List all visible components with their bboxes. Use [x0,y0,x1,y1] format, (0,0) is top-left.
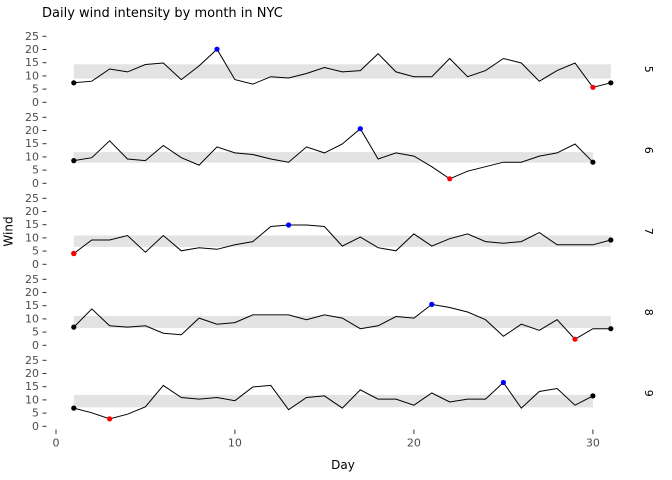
facet-strip-label: 9 [642,390,655,397]
endpoint [71,158,77,164]
endpoint [608,237,614,243]
y-tick-label: 5 [32,83,39,96]
y-tick-label: 0 [32,420,39,433]
y-tick-label: 0 [32,258,39,271]
y-tick-label: 10 [25,393,39,406]
y-tick-label: 10 [25,231,39,244]
y-tick-label: 5 [32,164,39,177]
y-tick-label: 10 [25,312,39,325]
y-tick-label: 20 [25,286,39,299]
y-tick-label: 5 [32,326,39,339]
max-point [286,222,292,228]
y-tick-label: 15 [25,218,39,231]
y-tick-label: 20 [25,367,39,380]
y-tick-label: 20 [25,205,39,218]
wind-line [73,381,594,420]
max-point [357,126,363,132]
wind-line [73,48,611,88]
y-tick-label: 15 [25,380,39,393]
facet-strip-label: 7 [642,228,655,235]
endpoint [608,80,614,86]
endpoint [590,393,596,399]
y-tick-label: 0 [32,177,39,190]
iqr-band [73,316,611,329]
endpoint [608,326,614,332]
min-point [572,336,578,342]
x-axis-label: Day [331,458,355,472]
chart-title: Daily wind intensity by month in NYC [42,6,283,21]
endpoint [71,80,77,86]
y-tick-label: 20 [25,124,39,137]
y-tick-label: 25 [25,354,39,367]
y-tick-label: 5 [32,245,39,258]
endpoint [590,159,596,165]
wind-line [73,224,611,254]
y-tick-label: 25 [25,273,39,286]
facet-strip-label: 6 [642,147,655,154]
iqr-band [73,235,611,247]
x-tick-label: 0 [53,437,60,450]
y-tick-label: 25 [25,111,39,124]
min-point [590,84,596,90]
facet-strip-label: 5 [642,66,655,73]
y-tick-label: 10 [25,69,39,82]
x-tick-label: 20 [407,437,421,450]
wind-line [73,303,611,340]
endpoint [71,324,77,330]
y-tick-label: 15 [25,137,39,150]
max-point [500,379,506,386]
iqr-band [73,394,593,408]
wind-line [73,127,594,180]
y-tick-label: 20 [25,43,39,56]
y-tick-label: 10 [25,150,39,163]
y-tick-label: 0 [32,96,39,109]
y-tick-label: 5 [32,407,39,420]
min-point [447,176,453,182]
y-tick-label: 0 [32,339,39,352]
x-tick-label: 30 [586,437,600,450]
endpoint [71,405,77,411]
x-tick-label: 10 [228,437,242,450]
max-point [429,301,435,307]
min-point [107,416,113,422]
iqr-band [73,152,593,163]
y-tick-label: 15 [25,299,39,312]
facet-strip-label: 8 [642,309,655,316]
y-tick-label: 25 [25,192,39,205]
max-point [214,46,220,52]
y-tick-label: 25 [25,30,39,43]
y-tick-label: 15 [25,56,39,69]
min-point [71,250,77,257]
